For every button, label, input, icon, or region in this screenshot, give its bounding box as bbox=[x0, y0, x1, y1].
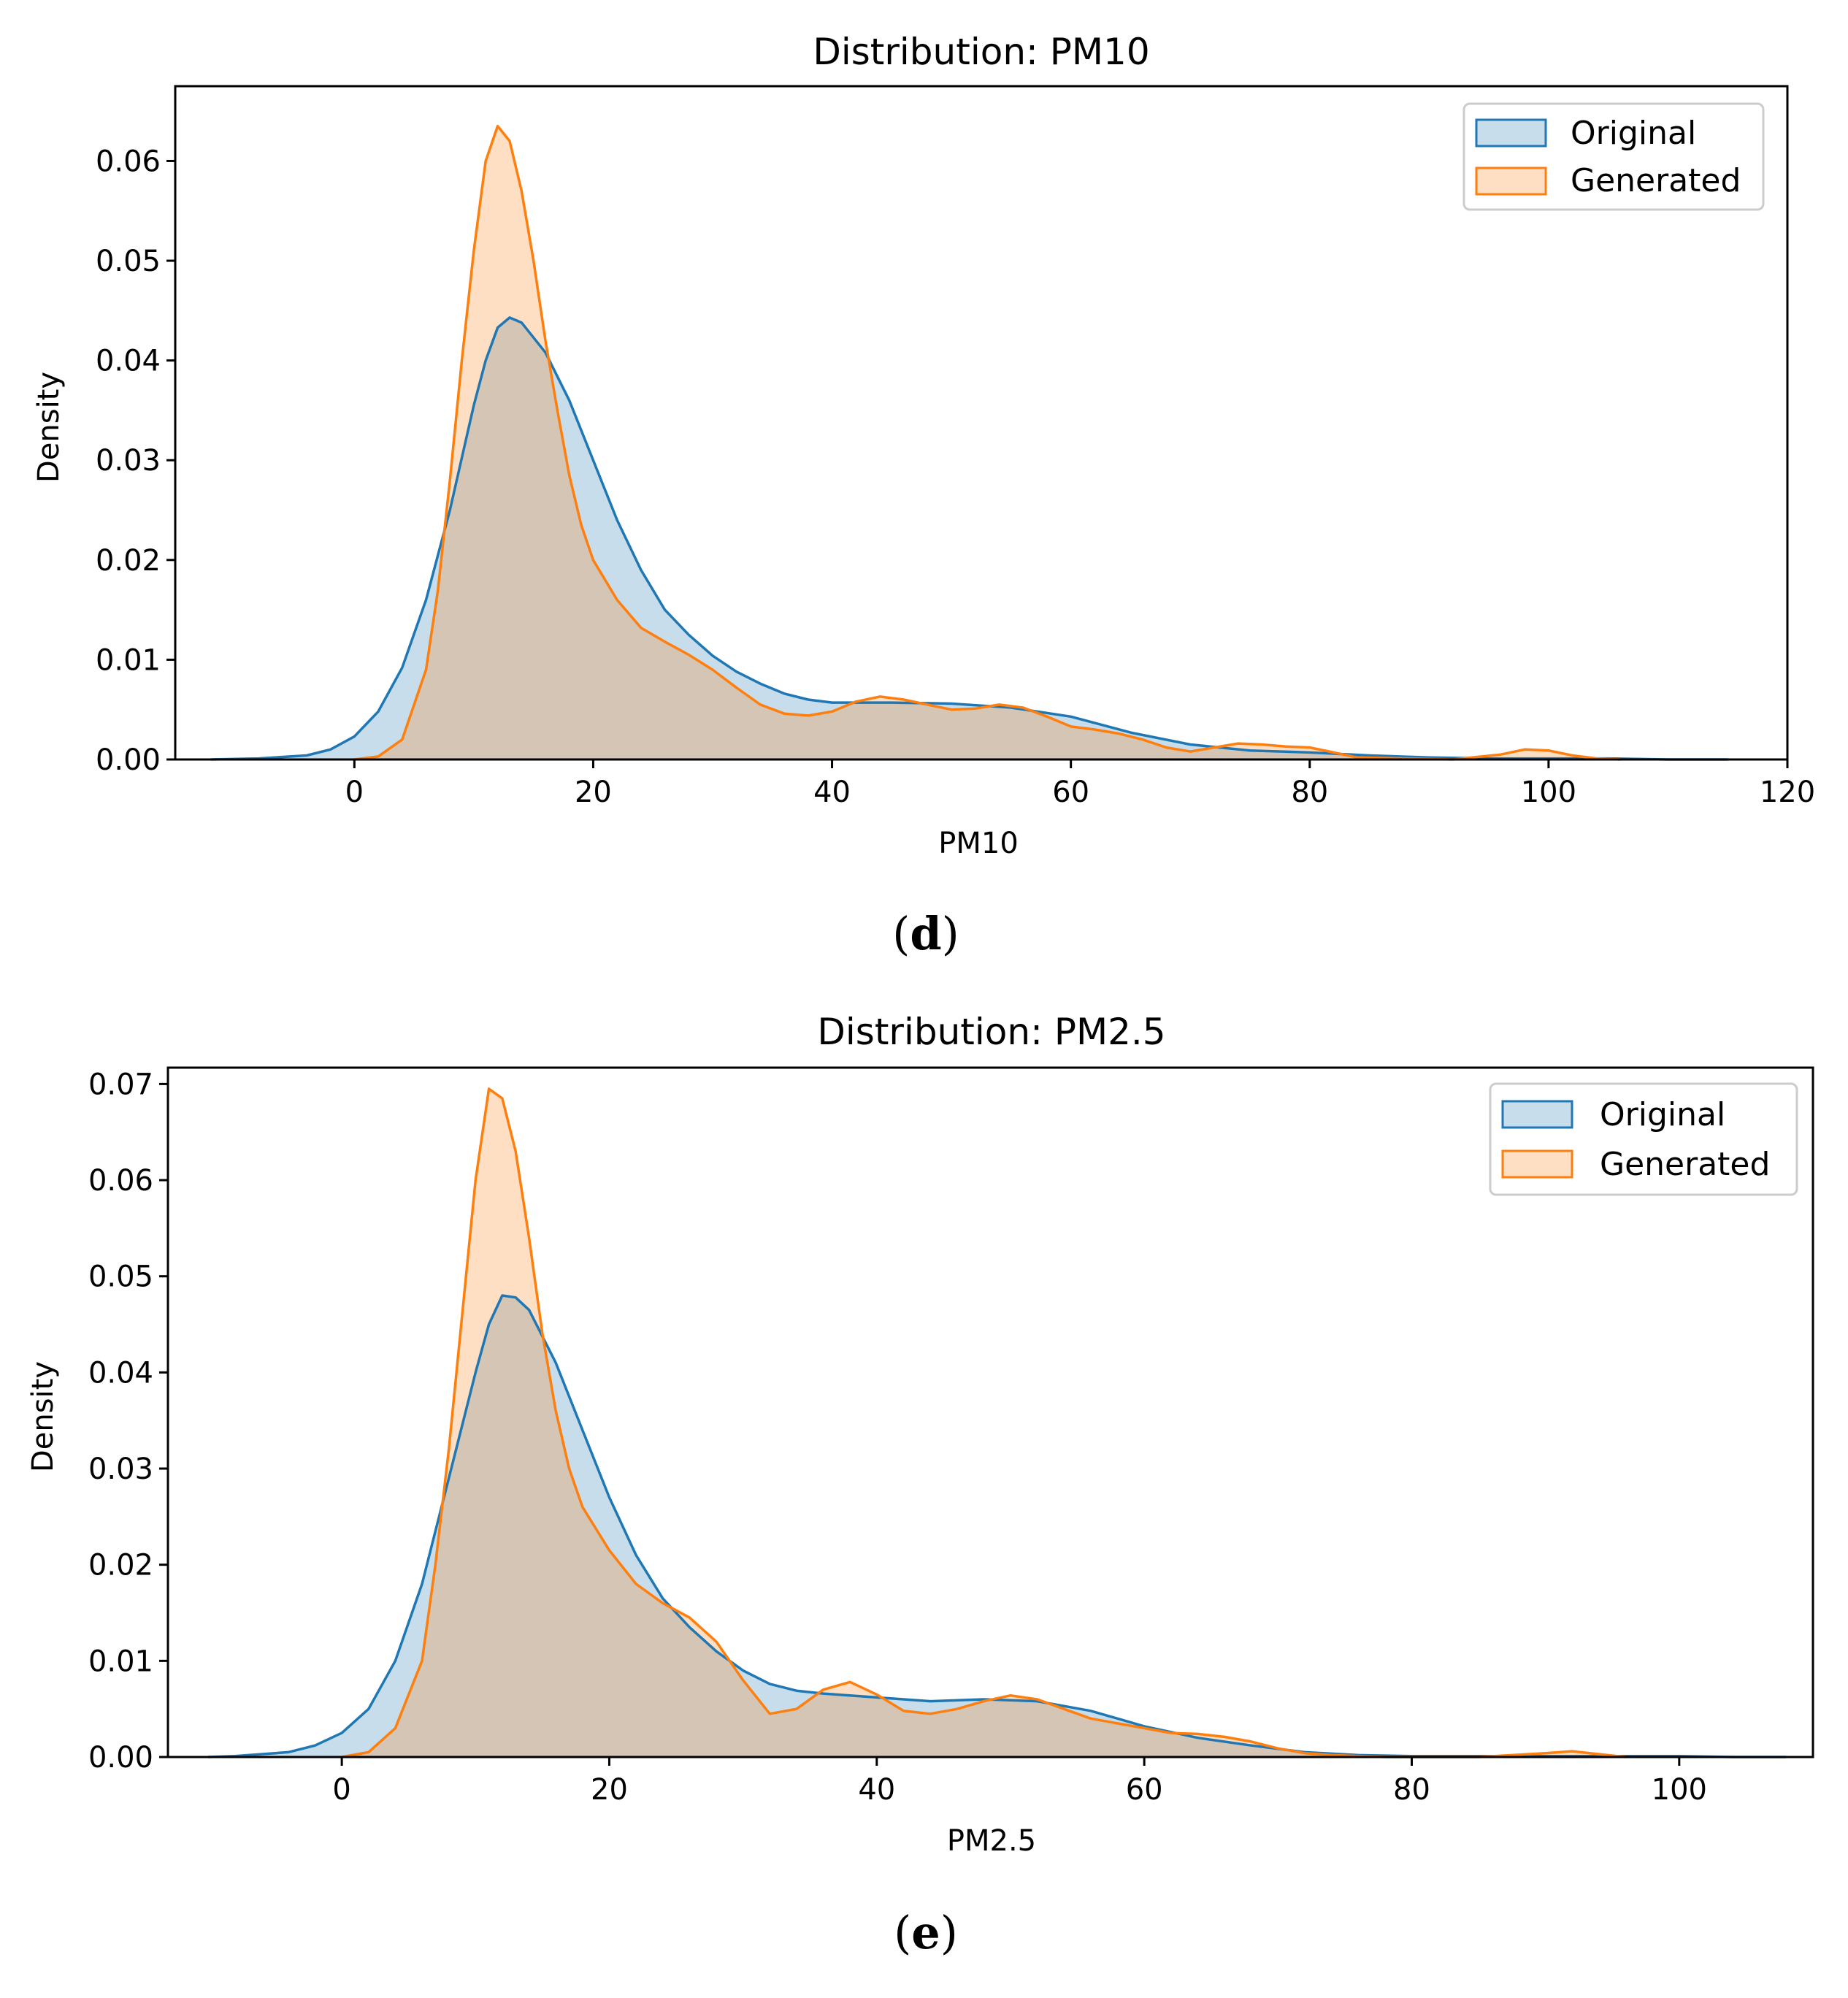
caption-letter: d bbox=[910, 907, 941, 960]
legend-label-generated: Generated bbox=[1571, 162, 1741, 199]
legend: Original Generated bbox=[1489, 1082, 1798, 1196]
y-tick-label: 0.04 bbox=[88, 1356, 153, 1390]
series-lines bbox=[207, 1087, 1787, 1758]
legend-entry-original: Original bbox=[1501, 1096, 1725, 1133]
series-fills bbox=[208, 1089, 1787, 1757]
caption-open-paren: ( bbox=[892, 907, 910, 960]
y-tick-label: 0.06 bbox=[88, 1164, 153, 1198]
legend-entry-generated: Generated bbox=[1501, 1146, 1770, 1183]
chart-title: Distribution: PM10 bbox=[813, 31, 1149, 73]
axes-frame bbox=[166, 1066, 1814, 1758]
axes-frame bbox=[174, 85, 1789, 761]
x-tick-label: 40 bbox=[858, 1773, 895, 1807]
y-axis-label: Density bbox=[32, 372, 66, 483]
series-line-original bbox=[207, 1294, 1787, 1758]
y-tick-label: 0.05 bbox=[88, 1260, 153, 1294]
y-tick-label: 0.02 bbox=[88, 1549, 153, 1582]
y-tick-label: 0.06 bbox=[96, 145, 161, 178]
caption-close-paren: ) bbox=[942, 907, 959, 960]
y-tick-label: 0.01 bbox=[88, 1645, 153, 1678]
chart-panel-pm10: Distribution: PM10 0 20 40 60 80 100 120 0.000… bbox=[32, 31, 1815, 960]
y-axis-label: Density bbox=[26, 1361, 60, 1472]
y-tick-label: 0.07 bbox=[88, 1068, 153, 1101]
series-fill-generated bbox=[342, 1089, 1626, 1757]
plot-area bbox=[166, 1066, 1814, 1758]
caption-letter: e bbox=[911, 1906, 940, 1959]
y-tick-label: 0.05 bbox=[96, 245, 161, 278]
x-tick-label: 60 bbox=[1052, 776, 1089, 809]
series-lines bbox=[211, 124, 1728, 761]
x-tick-label: 100 bbox=[1652, 1773, 1707, 1807]
series-line-generated bbox=[341, 1087, 1626, 1758]
panel-caption-d: (d) bbox=[892, 907, 959, 960]
y-tick-label: 0.04 bbox=[96, 345, 161, 378]
series-line-generated bbox=[354, 124, 1621, 761]
x-tick-label: 80 bbox=[1393, 1773, 1430, 1807]
legend-swatch-generated bbox=[1501, 1149, 1573, 1179]
series-fill-original bbox=[208, 1295, 1787, 1757]
series-fill-original bbox=[211, 317, 1728, 759]
series-fills bbox=[211, 126, 1728, 760]
x-tick-label: 80 bbox=[1291, 776, 1328, 809]
legend-entry-generated: Generated bbox=[1475, 162, 1741, 199]
legend-entry-original: Original bbox=[1475, 115, 1696, 152]
y-axis-ticks: 0.00 0.01 0.02 0.03 0.04 0.05 0.06 0.07 bbox=[88, 1068, 168, 1775]
caption-open-paren: ( bbox=[894, 1906, 911, 1959]
y-tick-label: 0.03 bbox=[96, 444, 161, 478]
legend-label-original: Original bbox=[1571, 115, 1696, 152]
x-axis-label: PM2.5 bbox=[947, 1824, 1036, 1858]
x-tick-label: 20 bbox=[591, 1773, 628, 1807]
y-tick-label: 0.01 bbox=[96, 643, 161, 677]
y-tick-label: 0.00 bbox=[88, 1741, 153, 1775]
legend: Original Generated bbox=[1462, 102, 1765, 211]
legend-swatch-generated bbox=[1475, 166, 1547, 196]
series-fill-generated bbox=[354, 126, 1620, 760]
x-tick-label: 60 bbox=[1126, 1773, 1163, 1807]
legend-swatch-original bbox=[1475, 118, 1547, 148]
series-line-original bbox=[211, 316, 1728, 761]
chart-title: Distribution: PM2.5 bbox=[817, 1011, 1165, 1053]
x-tick-label: 40 bbox=[813, 776, 851, 809]
x-tick-label: 120 bbox=[1760, 776, 1815, 809]
caption-close-paren: ) bbox=[940, 1906, 958, 1959]
panel-caption-e: (e) bbox=[894, 1906, 958, 1959]
x-tick-label: 100 bbox=[1521, 776, 1576, 809]
x-tick-label: 0 bbox=[345, 776, 364, 809]
legend-frame bbox=[1489, 1082, 1798, 1196]
x-axis-label: PM10 bbox=[938, 827, 1019, 860]
x-tick-label: 0 bbox=[332, 1773, 350, 1807]
chart-panel-pm25: Distribution: PM2.5 0 20 40 60 80 100 0.000.0… bbox=[26, 1011, 1814, 1959]
x-axis-ticks: 0 20 40 60 80 100 bbox=[332, 1757, 1707, 1807]
plot-area bbox=[174, 85, 1789, 761]
y-axis-ticks: 0.00 0.01 0.02 0.03 0.04 0.05 0.06 bbox=[96, 145, 175, 777]
legend-label-original: Original bbox=[1600, 1096, 1725, 1133]
y-tick-label: 0.03 bbox=[88, 1452, 153, 1486]
legend-label-generated: Generated bbox=[1600, 1146, 1770, 1183]
y-tick-label: 0.00 bbox=[96, 743, 161, 777]
y-tick-label: 0.02 bbox=[96, 544, 161, 578]
x-tick-label: 20 bbox=[575, 776, 612, 809]
legend-swatch-original bbox=[1501, 1100, 1573, 1129]
x-axis-ticks: 0 20 40 60 80 100 120 bbox=[345, 759, 1815, 809]
legend-frame bbox=[1462, 102, 1765, 211]
